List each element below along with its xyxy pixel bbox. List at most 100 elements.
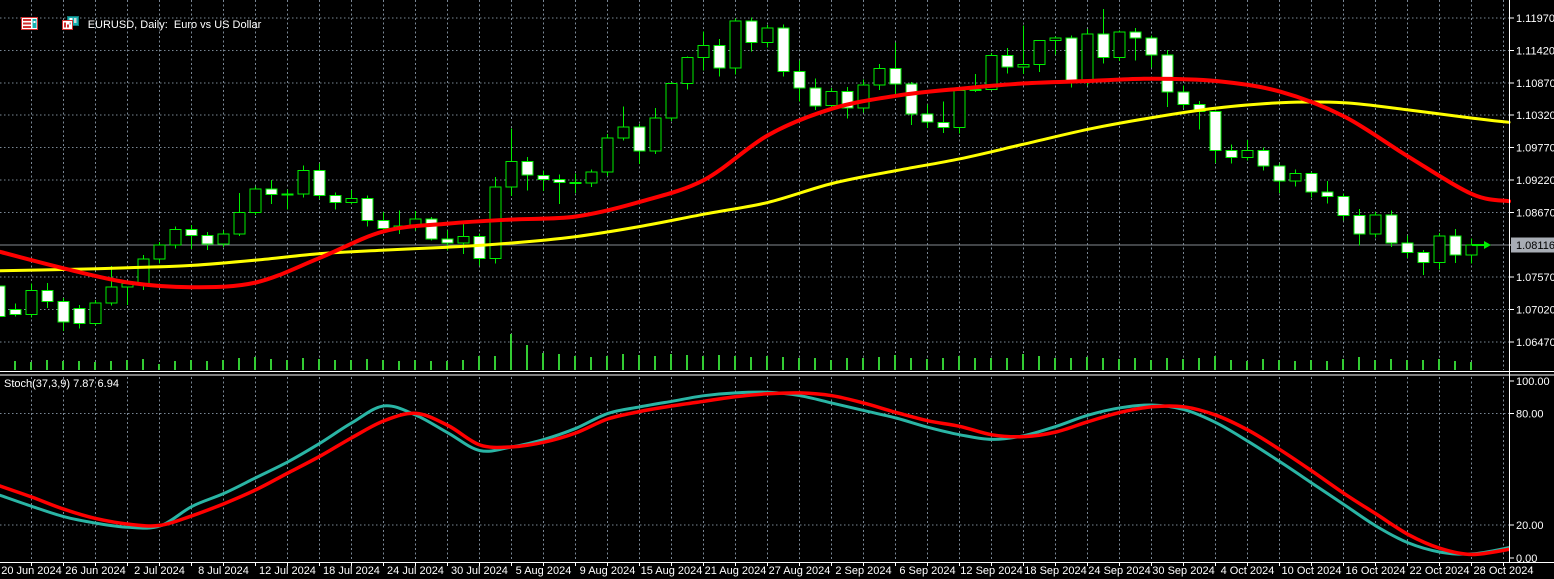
- bear-candle-body: [1129, 31, 1142, 39]
- bear-candle-body: [537, 174, 550, 180]
- time-tick: [895, 562, 896, 566]
- date-tick-label: 30 Jul 2024: [451, 565, 508, 577]
- volume-bar: [1230, 360, 1232, 370]
- time-tick: [1119, 562, 1120, 566]
- bull-candle-body: [665, 82, 678, 119]
- window-divider[interactable]: [0, 374, 1554, 376]
- bear-candle-body: [377, 220, 390, 229]
- volume-bar: [206, 361, 208, 370]
- bear-candle-body: [1353, 214, 1366, 235]
- bear-candle-body: [441, 238, 454, 244]
- volume-bar: [750, 357, 752, 370]
- time-tick: [671, 562, 672, 566]
- bear-candle-body: [921, 113, 934, 123]
- volume-bar: [590, 357, 592, 370]
- bull-candle-body: [249, 188, 262, 213]
- volume-bar: [446, 361, 448, 370]
- volume-bar: [1390, 359, 1392, 370]
- volume-bar: [638, 355, 640, 370]
- volume-bar: [1454, 361, 1456, 370]
- price-tick-label: 1.08670: [1516, 207, 1554, 219]
- volume-bar: [510, 334, 512, 370]
- volume-bar: [830, 360, 832, 370]
- time-tick: [959, 562, 960, 566]
- time-tick: [95, 562, 96, 566]
- bear-candle-body: [1145, 37, 1158, 56]
- price-tick-label: 1.11970: [1516, 13, 1554, 25]
- stoch-tick-label: 100.00: [1516, 376, 1550, 388]
- bull-candle-body: [25, 290, 38, 315]
- bear-candle-body: [1321, 191, 1334, 198]
- bull-candle-body: [1033, 39, 1046, 66]
- price-tick-label: 1.06470: [1516, 337, 1554, 349]
- volume-bar: [1182, 359, 1184, 370]
- bull-candle-body: [985, 55, 998, 90]
- window-divider[interactable]: [0, 371, 1554, 372]
- time-tick: [191, 562, 192, 566]
- volume-bar: [1358, 357, 1360, 370]
- bull-candle-body: [969, 88, 982, 92]
- bear-candle-body: [1417, 252, 1430, 263]
- volume-bar: [14, 361, 16, 370]
- bull-candle-body: [729, 20, 742, 69]
- volume-bar: [78, 361, 80, 370]
- volume-bar: [1326, 361, 1328, 370]
- price-tick-label: 1.09770: [1516, 143, 1554, 155]
- bear-candle-body: [521, 161, 534, 176]
- stoch-k-line: [0, 390, 1509, 556]
- volume-bar: [126, 360, 128, 370]
- bull-candle-body: [1081, 33, 1094, 82]
- date-tick-label: 12 Jul 2024: [259, 565, 316, 577]
- time-tick: [1471, 562, 1472, 566]
- volume-bars: [14, 334, 1472, 370]
- price-tick: [1509, 276, 1514, 278]
- date-tick-label: 4 Oct 2024: [1221, 565, 1275, 577]
- date-tick-label: 18 Sep 2024: [1024, 565, 1086, 577]
- volume-bar: [910, 358, 912, 370]
- date-tick-label: 20 Jun 2024: [1, 565, 62, 577]
- date-tick-label: 2 Sep 2024: [835, 565, 891, 577]
- volume-bar: [142, 359, 144, 370]
- bear-candle-body: [1177, 91, 1190, 106]
- time-tick: [351, 562, 352, 566]
- symbol-list-icon: [3, 4, 39, 48]
- volume-bar: [414, 360, 416, 370]
- time-tick: [1247, 562, 1248, 566]
- bear-candle-body: [633, 126, 646, 152]
- time-tick: [1311, 562, 1312, 566]
- volume-bar: [1278, 360, 1280, 370]
- bear-candle-body: [905, 83, 918, 115]
- volume-bar: [222, 360, 224, 370]
- volume-bar: [1118, 359, 1120, 370]
- volume-bar: [334, 360, 336, 370]
- time-tick: [1503, 562, 1504, 566]
- bear-candle-body: [425, 218, 438, 240]
- volume-bar: [766, 356, 768, 370]
- price-tick: [1509, 17, 1514, 19]
- volume-bar: [110, 361, 112, 370]
- volume-bar: [350, 360, 352, 370]
- bear-candle-body: [1257, 150, 1270, 167]
- bear-candle-body: [1225, 150, 1238, 159]
- bear-candle-body: [569, 181, 582, 184]
- ma-yellow-line: [0, 100, 1511, 273]
- volume-bar: [1438, 359, 1440, 370]
- bear-candle-body: [41, 290, 54, 302]
- bull-candle-body: [617, 126, 630, 139]
- current-price-box: [1511, 237, 1554, 253]
- price-scale[interactable]: 1.11970 1.11420 1.10870 1.10320 1.09770 1.092…: [1509, 13, 1554, 565]
- bear-candle-body: [1385, 214, 1398, 244]
- date-tick-label: 18 Jul 2024: [323, 565, 380, 577]
- time-tick: [255, 562, 256, 566]
- bull-candle-body: [649, 117, 662, 152]
- bull-candle-body: [1369, 214, 1382, 235]
- date-tick-label: 16 Oct 2024: [1346, 565, 1406, 577]
- time-tick: [223, 562, 224, 566]
- bull-candle-body: [489, 186, 502, 259]
- date-tick-label: 10 Oct 2024: [1282, 565, 1342, 577]
- bear-candle-body: [1449, 235, 1462, 256]
- bear-candle-body: [1209, 111, 1222, 152]
- bull-candle-body: [169, 229, 182, 246]
- time-scale[interactable]: 20 Jun 2024 26 Jun 2024 2 Jul 2024 8 Jul 20…: [1, 562, 1533, 577]
